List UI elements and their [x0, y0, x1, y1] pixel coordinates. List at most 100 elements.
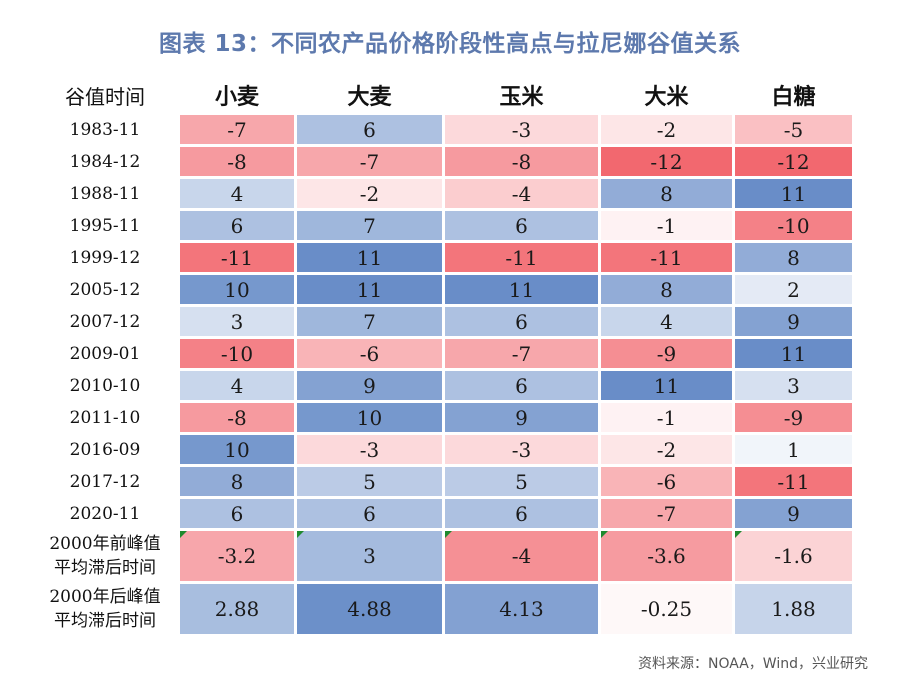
table-row: 1984-12 -8 -7 -8 -12 -12 — [33, 147, 852, 176]
row-label: 2010-10 — [69, 375, 141, 396]
table-row: 2005-12 10 11 11 8 2 — [33, 275, 852, 304]
table-row: 2011-10 -8 10 9 -1 -9 — [33, 403, 852, 432]
column-header: 白糖 — [771, 85, 816, 110]
heatmap-cell: 11 — [445, 275, 598, 304]
heatmap-cell: 7 — [297, 307, 442, 336]
heatmap-cell: 11 — [735, 339, 852, 368]
row-label: 2009-01 — [69, 343, 141, 364]
heatmap-cell: 4 — [180, 179, 294, 208]
heatmap-cell: 4 — [601, 307, 732, 336]
row-label: 2011-10 — [69, 407, 141, 428]
heatmap-cell: -2 — [297, 179, 442, 208]
heatmap-cell: 8 — [601, 179, 732, 208]
heatmap-cell: 3 — [180, 307, 294, 336]
heatmap-cell: -11 — [601, 243, 732, 272]
summary-value: 4.88 — [347, 597, 392, 621]
heatmap-cell: 2 — [735, 275, 852, 304]
heatmap-cell: 9 — [735, 499, 852, 528]
heatmap-cell: -6 — [601, 467, 732, 496]
heatmap-cell: -7 — [180, 115, 294, 144]
heatmap-cell: 8 — [735, 243, 852, 272]
heatmap-cell: 6 — [180, 499, 294, 528]
row-label: 2007-12 — [69, 311, 141, 332]
heatmap-cell: 6 — [180, 211, 294, 240]
heatmap-cell: 10 — [180, 435, 294, 464]
table-row: 2016-09 10 -3 -3 -2 1 — [33, 435, 852, 464]
heatmap-cell: -11 — [445, 243, 598, 272]
heatmap-cell: 10 — [297, 403, 442, 432]
heatmap-cell: 4 — [180, 371, 294, 400]
table-row: 2010-10 4 9 6 11 3 — [33, 371, 852, 400]
heatmap-cell: -1 — [601, 211, 732, 240]
comment-marker-icon — [445, 531, 452, 538]
heatmap-cell: 5 — [445, 467, 598, 496]
summary-cell: 2.88 — [180, 584, 294, 634]
heatmap-cell: 3 — [735, 371, 852, 400]
heatmap-cell: -7 — [297, 147, 442, 176]
heatmap-cell: -9 — [735, 403, 852, 432]
corner-label: 谷值时间 — [65, 84, 145, 109]
summary-row-label: 2000年前峰值 平均滞后时间 — [33, 531, 177, 581]
heatmap-cell: -5 — [735, 115, 852, 144]
heatmap-cell: -2 — [601, 435, 732, 464]
heatmap-cell: 8 — [180, 467, 294, 496]
summary-cell: -3.6 — [601, 531, 732, 581]
summary-row: 2000年前峰值 平均滞后时间 -3.2 3 -4 -3.6 -1.6 — [33, 531, 852, 581]
summary-value: -3.6 — [647, 544, 686, 568]
summary-cell: -1.6 — [735, 531, 852, 581]
summary-value: 2.88 — [214, 597, 260, 621]
heatmap-cell: -4 — [445, 179, 598, 208]
column-header: 小麦 — [214, 85, 259, 110]
source-note: 资料来源：NOAA，Wind，兴业研究 — [638, 656, 868, 672]
heatmap-cell: 9 — [297, 371, 442, 400]
summary-cell: 4.88 — [297, 584, 442, 634]
table-row: 1995-11 6 7 6 -1 -10 — [33, 211, 852, 240]
chart-title: 图表 13：不同农产品价格阶段性高点与拉尼娜谷值关系 — [158, 31, 741, 57]
heatmap-cell: 10 — [180, 275, 294, 304]
heatmap-cell: 11 — [297, 243, 442, 272]
heatmap-cell: 6 — [297, 499, 442, 528]
heatmap-cell: -11 — [180, 243, 294, 272]
summary-label-line2: 平均滞后时间 — [54, 558, 156, 578]
row-label: 2005-12 — [69, 279, 141, 300]
heatmap-cell: 6 — [445, 499, 598, 528]
summary-value: 1.88 — [771, 597, 816, 621]
comment-marker-icon — [735, 531, 742, 538]
heatmap-cell: -2 — [601, 115, 732, 144]
comment-marker-icon — [601, 531, 608, 538]
heatmap-cell: 11 — [601, 371, 732, 400]
heatmap-cell: 7 — [297, 211, 442, 240]
summary-label-line1: 2000年前峰值 — [49, 534, 161, 554]
summary-row-label: 2000年后峰值 平均滞后时间 — [33, 584, 177, 634]
comment-marker-icon — [297, 531, 304, 538]
table-row: 2007-12 3 7 6 4 9 — [33, 307, 852, 336]
row-label: 2016-09 — [69, 439, 141, 460]
heatmap-cell: -12 — [735, 147, 852, 176]
summary-value: 4.13 — [499, 597, 544, 621]
heatmap-cell: -12 — [601, 147, 732, 176]
summary-value: 3 — [363, 544, 376, 568]
summary-row: 2000年后峰值 平均滞后时间 2.88 4.88 4.13 -0.25 1.88 — [33, 584, 852, 634]
heatmap-cell: 6 — [445, 371, 598, 400]
heatmap-cell: 11 — [297, 275, 442, 304]
heatmap-cell: 9 — [445, 403, 598, 432]
row-label: 1984-12 — [69, 151, 141, 172]
row-label: 2017-12 — [69, 471, 141, 492]
summary-cell: 4.13 — [445, 584, 598, 634]
heatmap-cell: -1 — [601, 403, 732, 432]
heatmap-cell: -7 — [601, 499, 732, 528]
row-label: 1995-11 — [69, 215, 141, 236]
table-row: 2009-01 -10 -6 -7 -9 11 — [33, 339, 852, 368]
heatmap-cell: 11 — [735, 179, 852, 208]
heatmap-cell: -3 — [297, 435, 442, 464]
heatmap-table: 谷值时间 小麦 大麦 玉米 大米 白糖 1983-11 -7 6 -3 -2 -5 1984-12-… — [30, 75, 855, 637]
heatmap-cell: 6 — [297, 115, 442, 144]
summary-label-line1: 2000年后峰值 — [49, 587, 161, 607]
heatmap-cell: -10 — [735, 211, 852, 240]
row-label: 2020-11 — [69, 503, 141, 524]
summary-value: -0.25 — [640, 597, 693, 621]
heatmap-cell: 1 — [735, 435, 852, 464]
table-row: 1983-11 -7 6 -3 -2 -5 — [33, 115, 852, 144]
column-header: 大米 — [644, 85, 689, 110]
table-row: 1999-12 -11 11 -11 -11 8 — [33, 243, 852, 272]
